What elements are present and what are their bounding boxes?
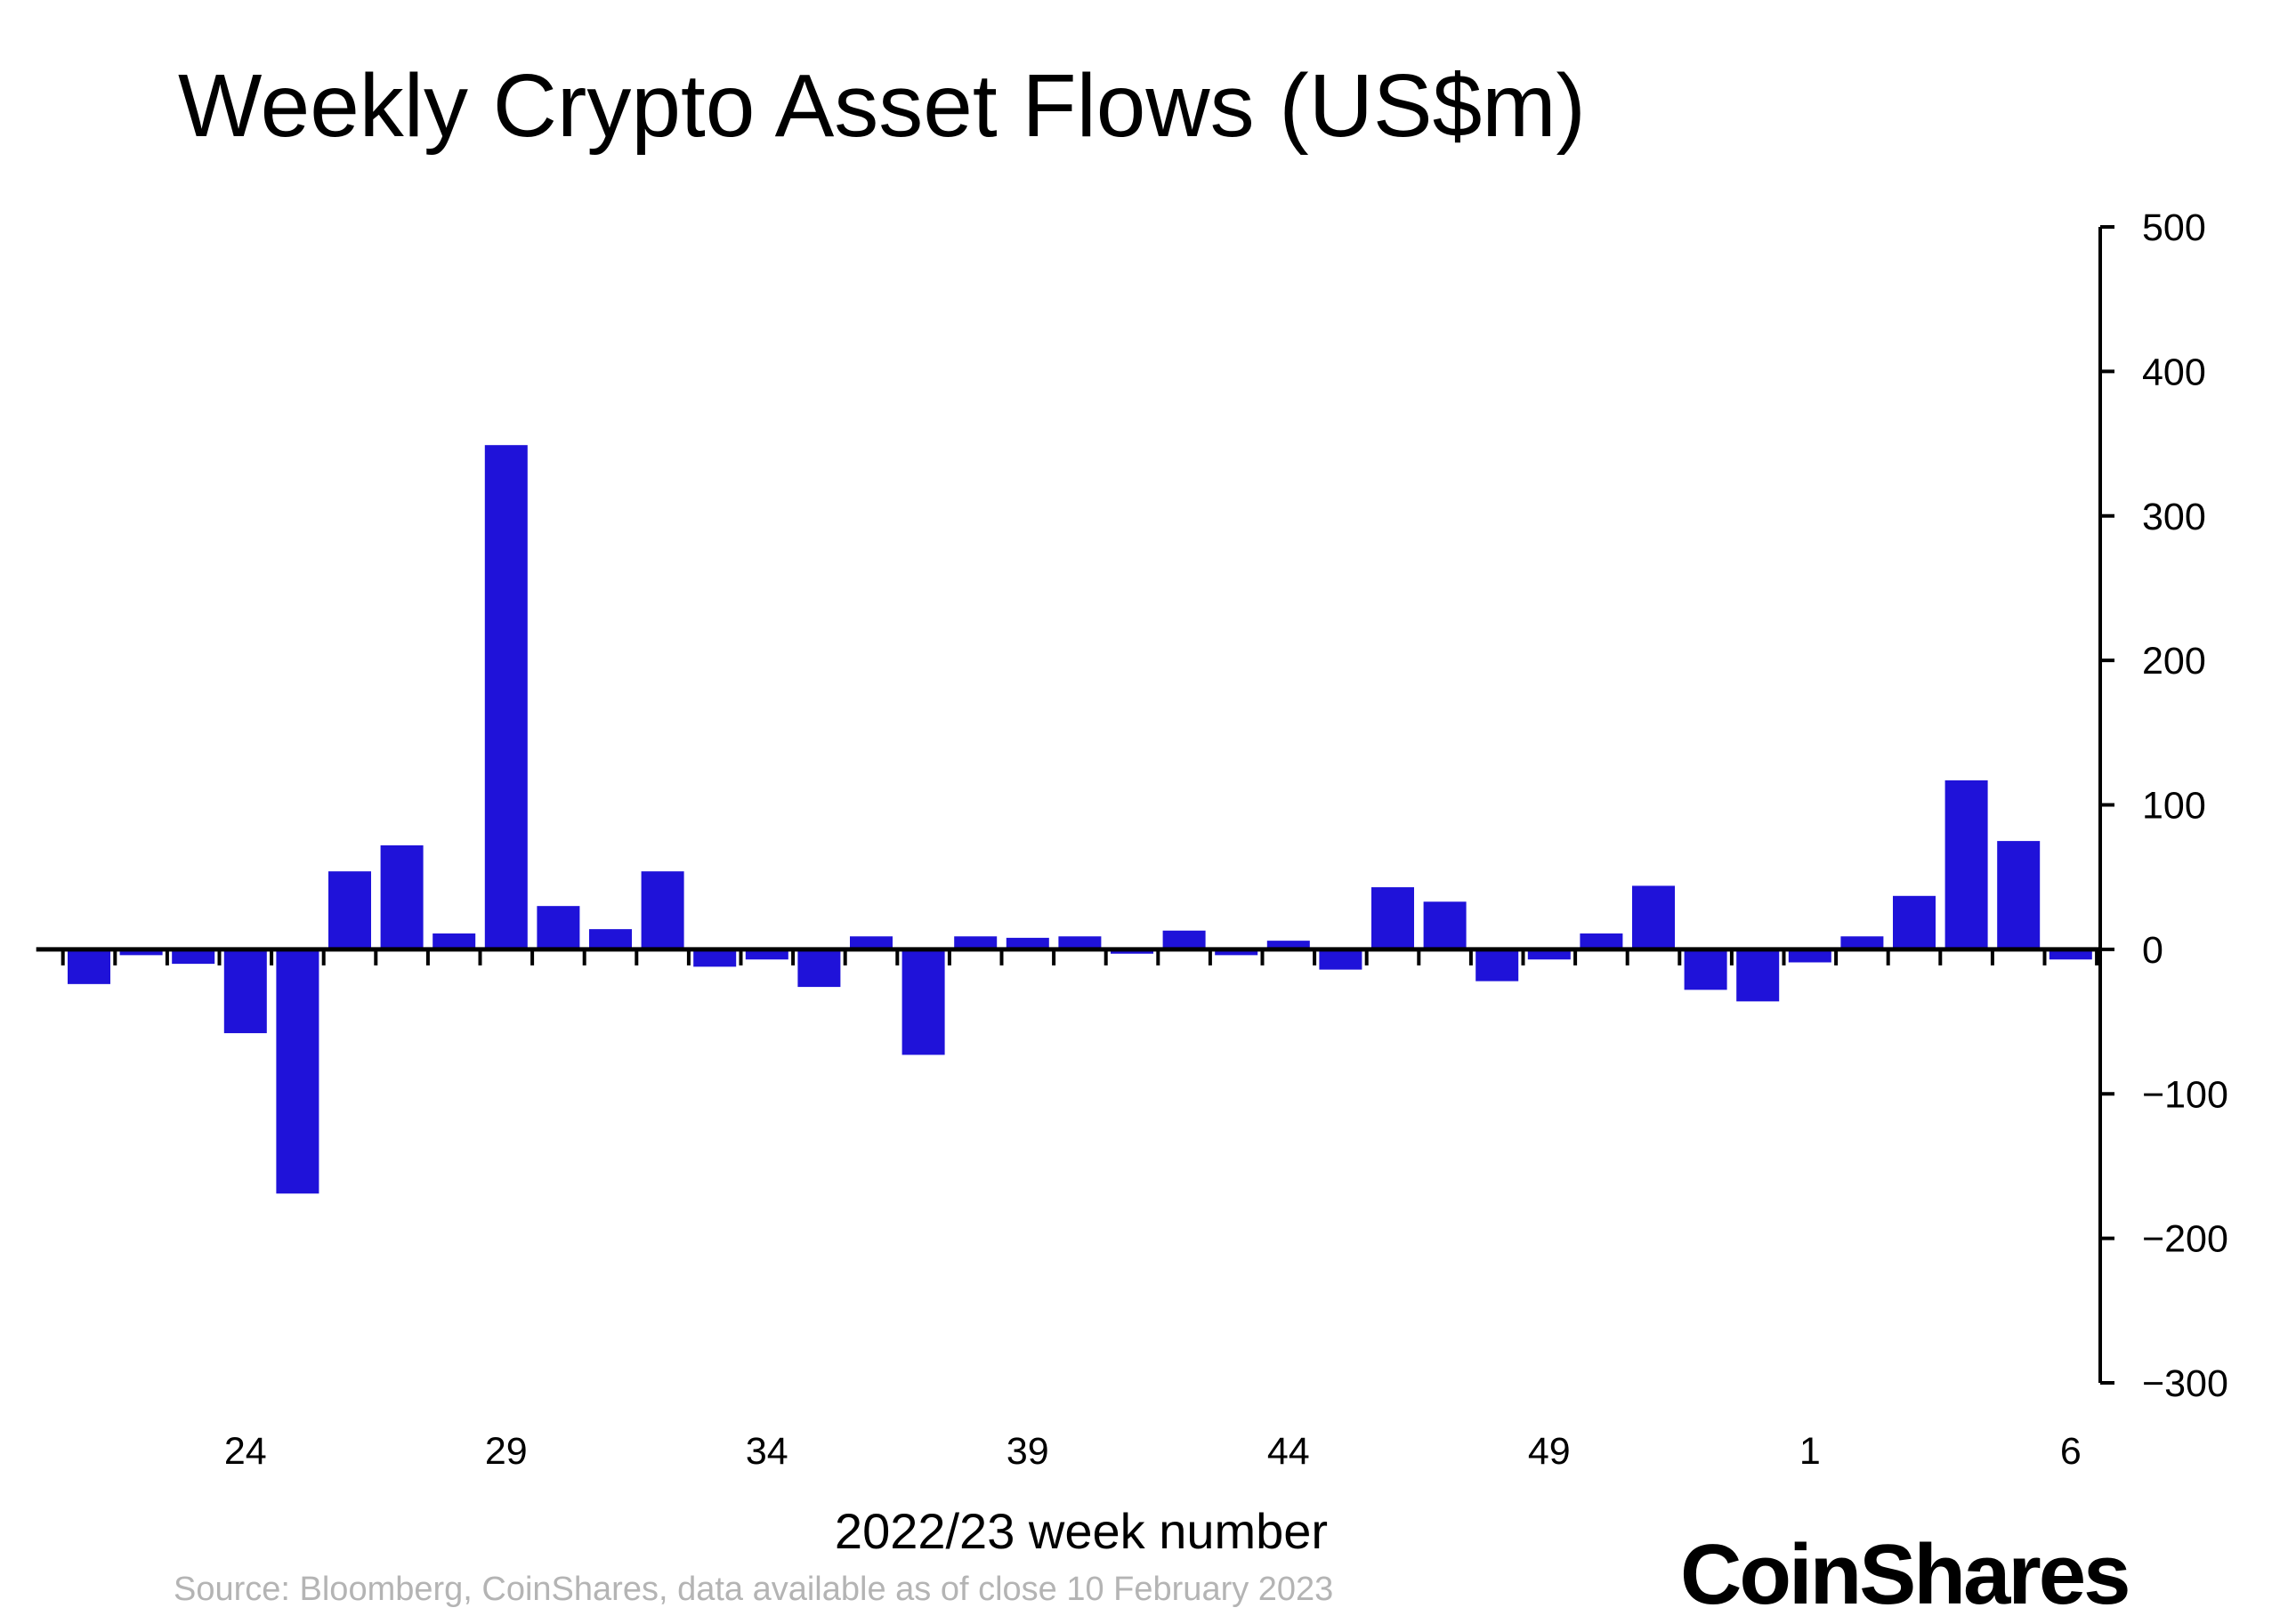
bar-week-36 bbox=[850, 936, 893, 949]
y-tick-label: 300 bbox=[2142, 496, 2206, 538]
bar-week-22 bbox=[119, 949, 163, 956]
bar-week-4 bbox=[1944, 780, 1988, 949]
x-tick-label: 29 bbox=[485, 1430, 528, 1473]
bar-week-42 bbox=[1162, 930, 1206, 949]
x-tick-label: 1 bbox=[1799, 1430, 1821, 1473]
source-note: Source: Bloomberg, CoinShares, data avai… bbox=[174, 1571, 1334, 1608]
y-tick-label: 100 bbox=[2142, 785, 2206, 828]
bar-week-40 bbox=[1058, 936, 1102, 949]
bar-week-23 bbox=[172, 949, 215, 965]
bar-week-2 bbox=[1840, 936, 1884, 949]
y-tick-label: −100 bbox=[2142, 1073, 2228, 1116]
y-tick-label: 500 bbox=[2142, 206, 2206, 249]
bar-week-29 bbox=[484, 445, 528, 949]
bar-week-49 bbox=[1527, 949, 1571, 960]
bar-week-43 bbox=[1215, 949, 1258, 956]
bar-week-21 bbox=[68, 949, 110, 984]
bar-week-1 bbox=[1788, 949, 1831, 963]
bar-week-28 bbox=[433, 933, 476, 949]
bar-week-35 bbox=[797, 949, 841, 988]
bar-week-26 bbox=[328, 871, 371, 949]
bar-week-32 bbox=[641, 871, 684, 949]
bar-week-50 bbox=[1580, 933, 1623, 949]
bar-week-27 bbox=[380, 844, 424, 949]
x-axis-label: 2022/23 week number bbox=[834, 1503, 1329, 1559]
bar-week-38 bbox=[954, 936, 998, 949]
x-tick-label: 34 bbox=[746, 1430, 788, 1473]
x-tick-label: 44 bbox=[1267, 1430, 1310, 1473]
x-tick-label: 39 bbox=[1007, 1430, 1049, 1473]
x-tick-label: 49 bbox=[1528, 1430, 1571, 1473]
y-tick-label: 400 bbox=[2142, 351, 2206, 393]
bar-week-52 bbox=[1684, 949, 1727, 990]
bar-week-46 bbox=[1371, 887, 1414, 949]
bar-week-30 bbox=[537, 906, 580, 949]
bar-week-37 bbox=[901, 949, 945, 1055]
bar-week-45 bbox=[1319, 949, 1362, 970]
bar-week-47 bbox=[1423, 901, 1467, 949]
bar-week-51 bbox=[1632, 885, 1675, 949]
y-tick-label: 200 bbox=[2142, 640, 2206, 683]
chart-title: Weekly Crypto Asset Flows (US$m) bbox=[178, 56, 1586, 156]
bar-week-6 bbox=[2049, 949, 2092, 960]
coinshares-logo: CoinShares bbox=[1680, 1527, 2130, 1622]
bar-week-25 bbox=[276, 949, 319, 1194]
y-tick-label: −200 bbox=[2142, 1218, 2228, 1261]
bar-week-5 bbox=[1997, 841, 2041, 949]
bar-week-24 bbox=[223, 949, 267, 1034]
bar-week-39 bbox=[1006, 937, 1049, 949]
x-tick-label: 6 bbox=[2060, 1430, 2082, 1473]
bar-week-3 bbox=[1893, 895, 1936, 949]
bar-week-44 bbox=[1266, 941, 1310, 949]
bar-week-31 bbox=[589, 929, 632, 949]
bar-week-33 bbox=[693, 949, 737, 967]
y-tick-label: −300 bbox=[2142, 1362, 2228, 1405]
bar-week-34 bbox=[745, 949, 788, 960]
bar-week-53 bbox=[1736, 949, 1780, 1002]
bar-week-48 bbox=[1475, 949, 1519, 982]
x-tick-label: 24 bbox=[224, 1430, 267, 1473]
y-tick-label: 0 bbox=[2142, 929, 2163, 972]
